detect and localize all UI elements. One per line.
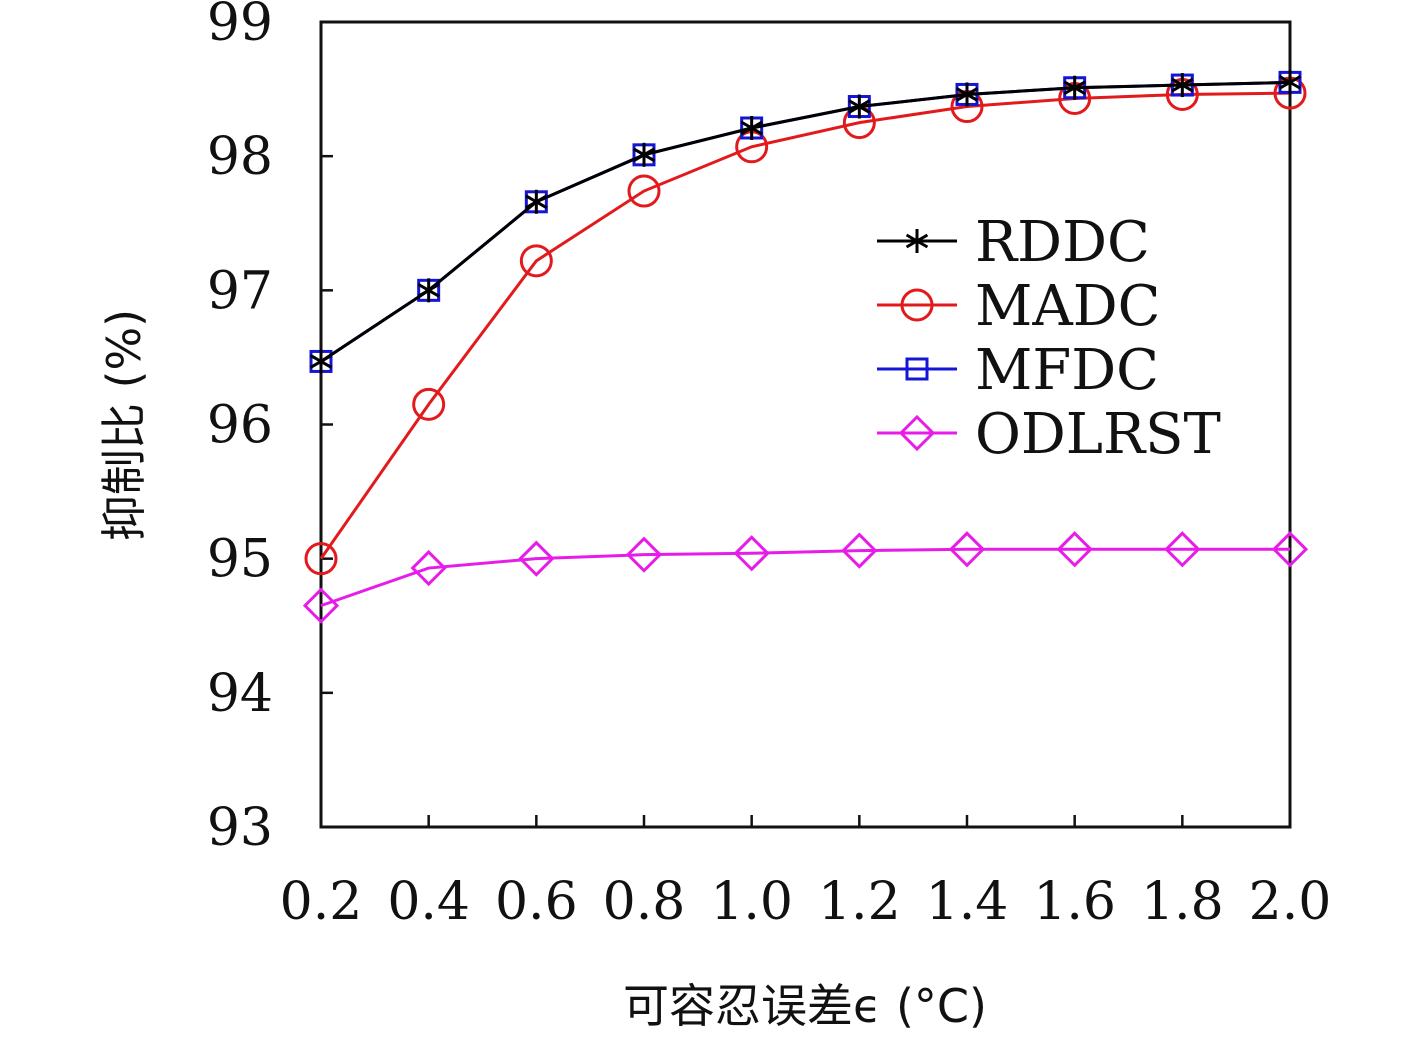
circle-marker bbox=[519, 244, 553, 278]
asterisk-marker bbox=[848, 94, 871, 119]
diamond-marker bbox=[302, 587, 340, 624]
x-tick-label: 0.8 bbox=[603, 872, 686, 932]
diamond-marker bbox=[841, 532, 878, 569]
circle-marker bbox=[627, 174, 661, 208]
asterisk-stroke bbox=[848, 99, 871, 114]
x-axis-ticks: 0.2 0.4 0.6 0.8 1.0 1.2 1.4 1.6 1.8 2.0 bbox=[280, 815, 1332, 932]
x-tick-label: 1.4 bbox=[926, 872, 1009, 932]
asterisk-marker bbox=[740, 115, 763, 140]
asterisk-stroke bbox=[1063, 80, 1086, 96]
asterisk-stroke bbox=[525, 194, 548, 210]
diamond-marker bbox=[733, 535, 770, 572]
asterisk-marker bbox=[632, 142, 656, 167]
asterisk-marker bbox=[1171, 73, 1194, 98]
asterisk-stroke bbox=[309, 354, 333, 369]
asterisk-stroke bbox=[632, 147, 656, 163]
asterisk-stroke bbox=[905, 233, 929, 249]
x-tick-label: 1.2 bbox=[818, 872, 901, 932]
diamond-marker bbox=[948, 531, 986, 568]
y-tick-label: 95 bbox=[207, 530, 273, 590]
diamond-marker bbox=[410, 549, 447, 587]
legend-label: MFDC bbox=[975, 338, 1159, 403]
y-tick-label: 94 bbox=[207, 664, 273, 724]
y-tick-label: 99 bbox=[207, 0, 273, 53]
diamond-marker bbox=[518, 540, 555, 577]
asterisk-stroke bbox=[417, 283, 440, 298]
diamond-marker bbox=[1056, 531, 1093, 568]
circle-marker bbox=[304, 542, 338, 576]
series-line bbox=[319, 91, 1291, 560]
x-axis-title: 可容忍误差ϵ (°C) bbox=[623, 979, 987, 1033]
series-line bbox=[320, 547, 1290, 608]
circle-marker bbox=[412, 387, 446, 421]
asterisk-marker bbox=[905, 229, 929, 253]
asterisk-marker bbox=[309, 349, 333, 374]
y-tick-label: 98 bbox=[207, 127, 273, 187]
legend-item: RDDC bbox=[877, 210, 1150, 275]
y-tick-label: 96 bbox=[207, 396, 273, 456]
asterisk-stroke bbox=[1278, 75, 1302, 90]
x-tick-label: 0.6 bbox=[495, 872, 578, 932]
series-odlrst bbox=[302, 531, 1309, 624]
series-rddc bbox=[309, 70, 1302, 374]
square-marker bbox=[905, 357, 929, 381]
x-tick-label: 2.0 bbox=[1249, 872, 1332, 932]
x-tick-label: 0.2 bbox=[280, 872, 363, 932]
legend-label: RDDC bbox=[975, 210, 1150, 275]
y-axis-ticks: 93 94 95 96 97 98 99 bbox=[207, 0, 333, 858]
x-tick-label: 1.0 bbox=[710, 872, 793, 932]
circle-marker bbox=[900, 288, 934, 322]
asterisk-marker bbox=[417, 278, 440, 303]
x-tick-label: 1.6 bbox=[1033, 872, 1116, 932]
y-tick-label: 97 bbox=[207, 261, 273, 321]
series-layer bbox=[302, 70, 1309, 624]
x-tick-label: 1.8 bbox=[1141, 872, 1224, 932]
diamond-marker bbox=[625, 536, 663, 573]
y-tick-label: 93 bbox=[207, 798, 273, 858]
x-tick-label: 0.4 bbox=[387, 872, 470, 932]
legend-label: ODLRST bbox=[975, 402, 1221, 467]
asterisk-stroke bbox=[740, 120, 763, 136]
legend-item: MADC bbox=[877, 274, 1161, 339]
diamond-marker bbox=[1164, 531, 1201, 568]
series-line bbox=[320, 80, 1291, 363]
legend-label: MADC bbox=[975, 274, 1161, 339]
asterisk-marker bbox=[1063, 75, 1086, 100]
y-axis-title: 抑制比 (%) bbox=[97, 309, 151, 541]
asterisk-stroke bbox=[1171, 77, 1194, 93]
diamond-marker bbox=[1271, 531, 1309, 568]
legend-item: MFDC bbox=[877, 338, 1159, 403]
asterisk-marker bbox=[525, 189, 548, 214]
asterisk-stroke bbox=[955, 87, 979, 102]
asterisk-marker bbox=[955, 82, 979, 107]
asterisk-marker bbox=[1278, 70, 1302, 95]
legend-item: ODLRST bbox=[877, 402, 1221, 467]
diamond-marker bbox=[898, 414, 936, 452]
